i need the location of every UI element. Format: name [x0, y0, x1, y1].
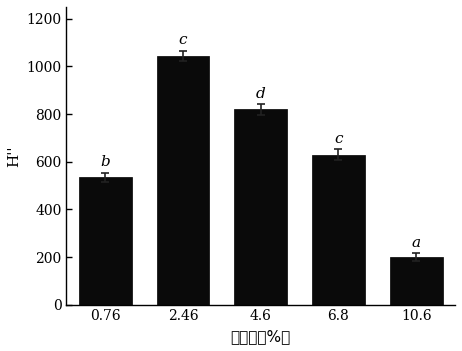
- X-axis label: 水解度（%）: 水解度（%）: [231, 329, 291, 344]
- Text: c: c: [179, 33, 187, 47]
- Text: c: c: [334, 132, 343, 146]
- Y-axis label: H'': H'': [7, 145, 21, 166]
- Bar: [234, 110, 287, 305]
- Text: d: d: [256, 87, 266, 100]
- Bar: [79, 177, 132, 305]
- Bar: [157, 56, 209, 305]
- Bar: [312, 154, 365, 305]
- Text: a: a: [412, 236, 421, 250]
- Bar: [390, 257, 443, 305]
- Text: b: b: [100, 155, 110, 170]
